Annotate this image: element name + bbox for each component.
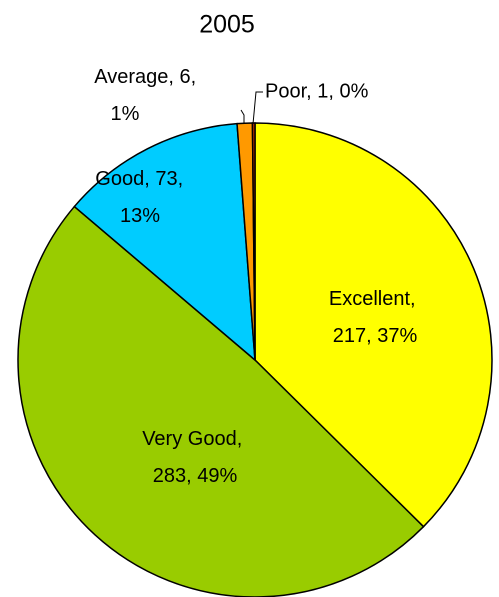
- label-line: Good, 73,: [95, 168, 188, 190]
- chart-title: 2005: [199, 11, 255, 39]
- label-line: 13%: [120, 205, 160, 227]
- data-label: Very Good, 283, 49%: [142, 428, 248, 487]
- pie-slice: [73, 122, 256, 362]
- data-label: Excellent, 217, 37%: [329, 288, 421, 347]
- leader-line: [252, 91, 263, 125]
- pie-slice: [251, 122, 256, 361]
- pie-slice: [254, 122, 493, 528]
- label-line: Average, 6,: [94, 66, 201, 88]
- data-label: Good, 73, 13%: [95, 168, 188, 227]
- label-line: Excellent,: [329, 288, 421, 310]
- label-line: Very Good,: [142, 428, 248, 450]
- leader-line: [240, 109, 245, 124]
- pie-slice: [17, 205, 425, 597]
- label-line: 283, 49%: [153, 465, 238, 487]
- data-label: Average, 6, 1%: [94, 66, 201, 125]
- data-label: Poor, 1, 0%: [265, 80, 369, 102]
- label-line: 1%: [111, 103, 140, 125]
- label-line: 217, 37%: [333, 325, 418, 347]
